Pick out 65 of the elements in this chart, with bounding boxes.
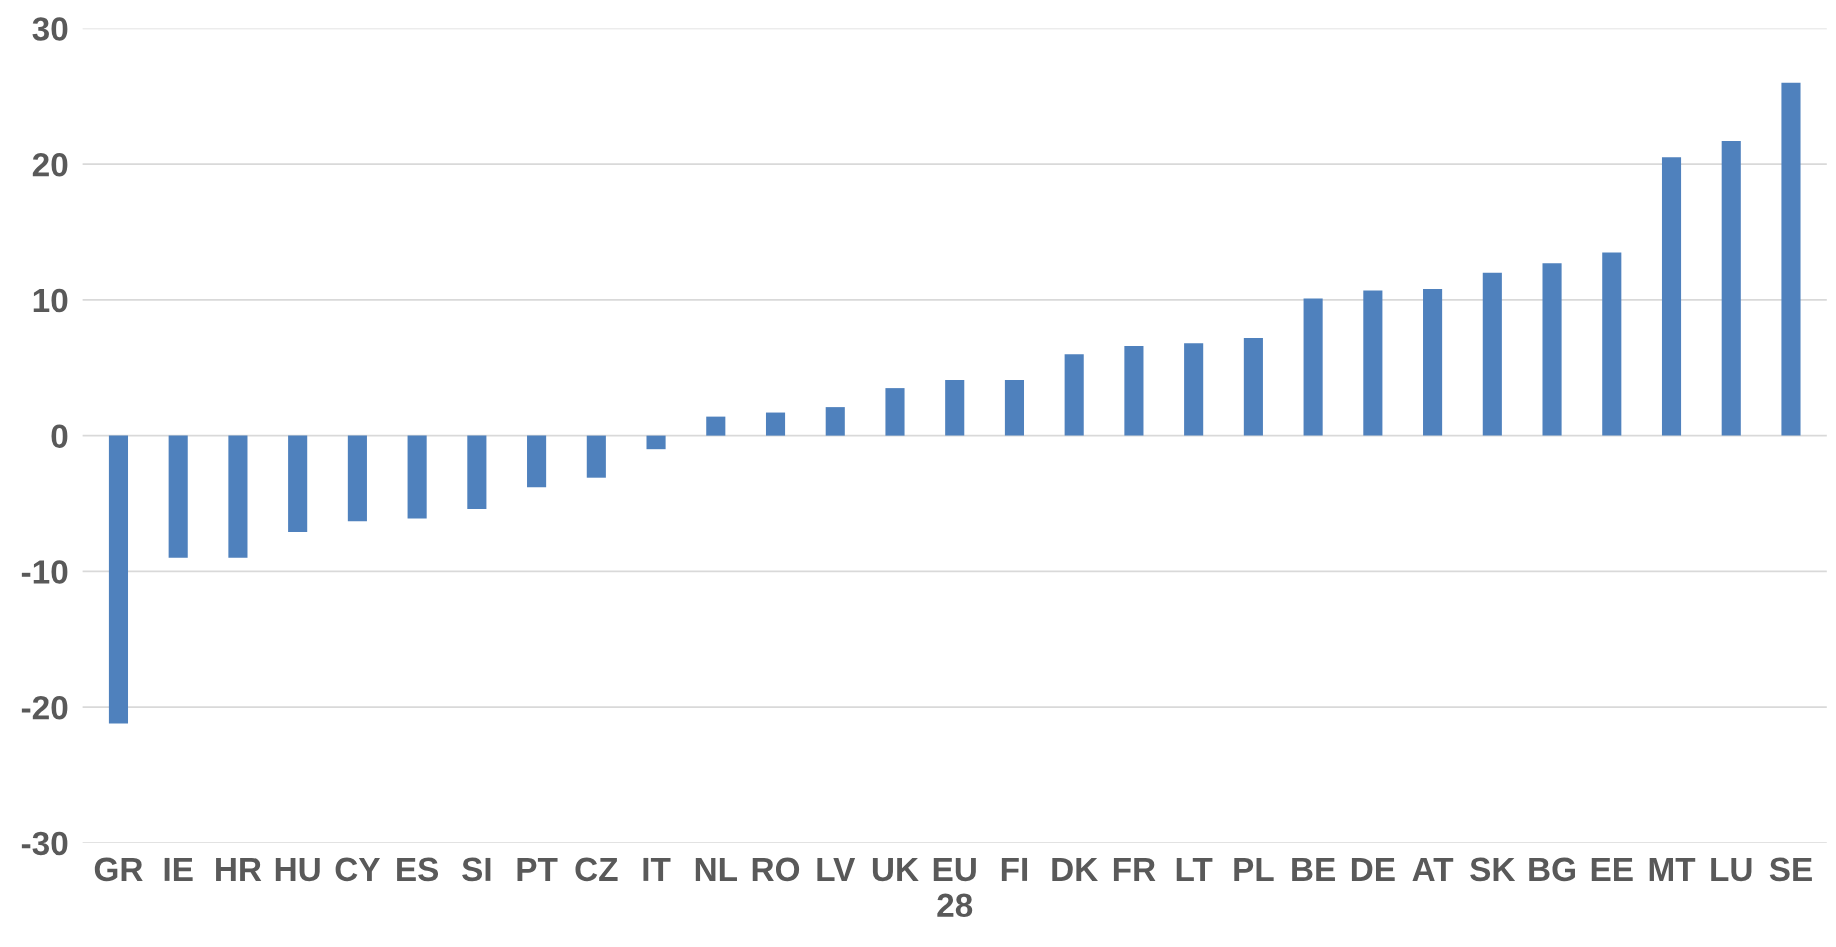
bar <box>1661 157 1682 436</box>
bar <box>1363 290 1383 436</box>
x-tick-label: HU <box>275 857 320 882</box>
y-tick-label: 20 <box>32 152 68 177</box>
x-tick-label: IE <box>164 857 193 881</box>
y-tick-label: 30 <box>32 17 68 41</box>
x-tick-label: CZ <box>575 857 618 882</box>
bar <box>945 379 965 436</box>
x-tick-label: DK <box>1052 857 1098 881</box>
bar <box>1064 354 1084 436</box>
x-tick-label: FI <box>1001 857 1028 881</box>
bar <box>168 435 188 558</box>
x-tick-label: BG <box>1529 857 1575 882</box>
bar <box>1124 346 1144 436</box>
bar <box>347 435 367 522</box>
x-tick-label: ES <box>397 857 439 882</box>
bar <box>527 435 547 488</box>
y-tick-label: -30 <box>21 831 68 856</box>
bar <box>586 435 606 478</box>
x-tick-label: HR <box>216 857 262 881</box>
bar <box>1602 252 1622 436</box>
bar <box>1303 298 1323 436</box>
x-tick-label: AT <box>1412 857 1454 881</box>
bar <box>706 416 726 436</box>
x-tick-label: EU 28 <box>933 857 976 918</box>
bar <box>1423 289 1443 436</box>
x-tick-label: RO <box>752 857 800 882</box>
bar <box>467 435 487 509</box>
x-tick-label: LV <box>817 857 856 881</box>
x-tick-label: FR <box>1113 857 1156 881</box>
x-tick-label: IT <box>643 857 671 881</box>
bar <box>407 435 427 519</box>
x-tick-label: SK <box>1470 857 1516 882</box>
bar <box>765 412 786 436</box>
x-tick-label: UK <box>872 857 919 882</box>
x-tick-label: PT <box>517 857 558 881</box>
bar <box>108 435 129 724</box>
bar <box>646 435 666 450</box>
y-tick-label: -20 <box>21 695 68 720</box>
bar <box>1781 82 1801 436</box>
x-tick-label: CY <box>335 857 381 882</box>
x-tick-label: LT <box>1176 857 1213 881</box>
x-tick-label: LU <box>1711 857 1752 882</box>
bar <box>1243 337 1263 436</box>
bar <box>1184 343 1204 436</box>
x-tick-label: EE <box>1591 857 1633 881</box>
bar <box>1542 263 1562 436</box>
x-tick-label: BE <box>1292 857 1335 881</box>
bar <box>228 435 248 558</box>
x-tick-label: PL <box>1234 857 1274 881</box>
x-tick-label: DE <box>1351 857 1395 881</box>
y-tick-label: 10 <box>33 288 68 313</box>
bar <box>1004 379 1025 436</box>
x-tick-label: NL <box>695 857 737 881</box>
x-tick-label: SE <box>1769 857 1812 882</box>
x-tick-label: MT <box>1649 857 1696 881</box>
x-tick-label: GR <box>94 857 143 882</box>
y-tick-label: 0 <box>51 424 68 449</box>
bar <box>1721 141 1741 436</box>
bar <box>885 388 905 436</box>
bar <box>288 435 308 532</box>
bar <box>825 407 845 436</box>
bar <box>1482 272 1502 436</box>
y-tick-label: -10 <box>21 560 68 584</box>
x-tick-label: SI <box>462 857 491 882</box>
